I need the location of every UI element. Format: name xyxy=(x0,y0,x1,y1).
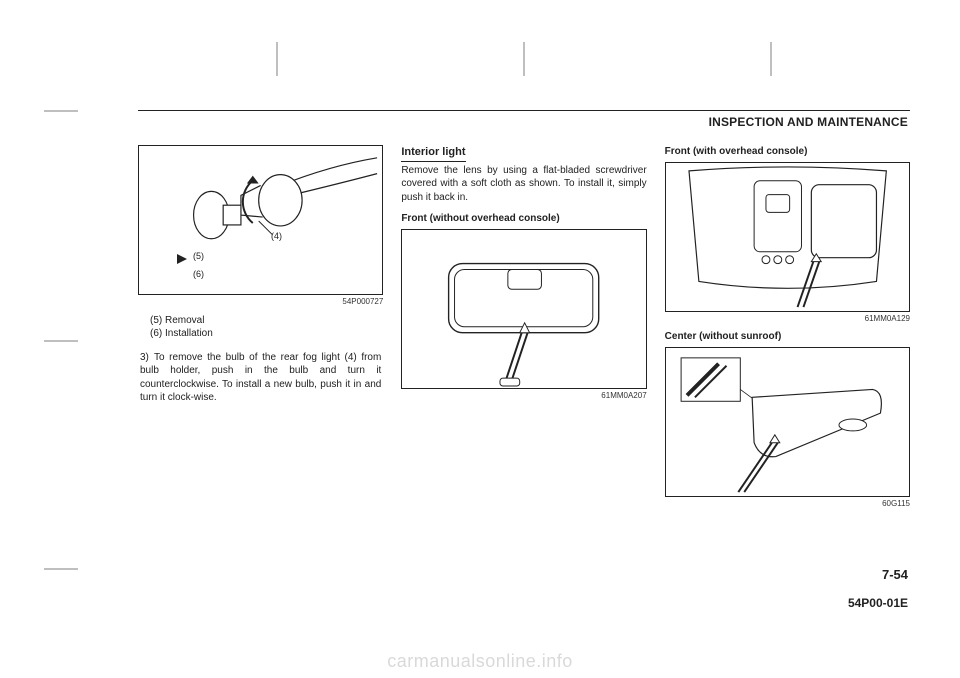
callout-5: (5) xyxy=(193,250,204,262)
section-header: INSPECTION AND MAINTENANCE xyxy=(138,115,910,129)
column-1: (4) (5) (6) 54P000727 (5) Removal (6) In… xyxy=(138,145,383,516)
callout-4: (4) xyxy=(271,230,282,242)
column-3: Front (with overhead console) xyxy=(665,145,910,516)
legend-installation: (6) Installation xyxy=(150,327,383,341)
figure-code: 60G115 xyxy=(665,499,910,510)
label-front-with-overhead: Front (with overhead console) xyxy=(665,145,910,159)
figure-front-with-overhead xyxy=(665,162,910,312)
callout-6: (6) xyxy=(193,268,204,280)
step-3: 3)To remove the bulb of the rear fog lig… xyxy=(140,351,381,405)
subhead-interior-light: Interior light xyxy=(401,145,465,162)
legend-removal: (5) Removal xyxy=(150,314,383,328)
document-code: 54P00-01E xyxy=(848,596,908,610)
label-center-without-sunroof: Center (without sunroof) xyxy=(665,330,910,344)
legend: (5) Removal (6) Installation xyxy=(150,314,383,341)
label-front-without-overhead: Front (without overhead console) xyxy=(401,212,646,226)
figure-rear-fog-bulb: (4) (5) (6) xyxy=(138,145,383,295)
figure-center-without-sunroof xyxy=(665,347,910,497)
arrow-removal-icon xyxy=(177,254,187,264)
figure-code: 54P000727 xyxy=(138,297,383,308)
step-text: To remove the bulb of the rear fog light… xyxy=(140,352,381,404)
figure-code: 61MM0A129 xyxy=(665,314,910,325)
column-2: Interior light Remove the lens by using … xyxy=(401,145,646,516)
interior-light-text: Remove the lens by using a flat-bladed s… xyxy=(401,164,646,205)
figure-front-without-overhead xyxy=(401,229,646,389)
watermark: carmanualsonline.info xyxy=(387,651,573,672)
page-number: 7-54 xyxy=(882,567,908,582)
step-number: 3) xyxy=(140,351,154,365)
arrow-installation-icon xyxy=(177,272,187,282)
figure-code: 61MM0A207 xyxy=(401,391,646,402)
